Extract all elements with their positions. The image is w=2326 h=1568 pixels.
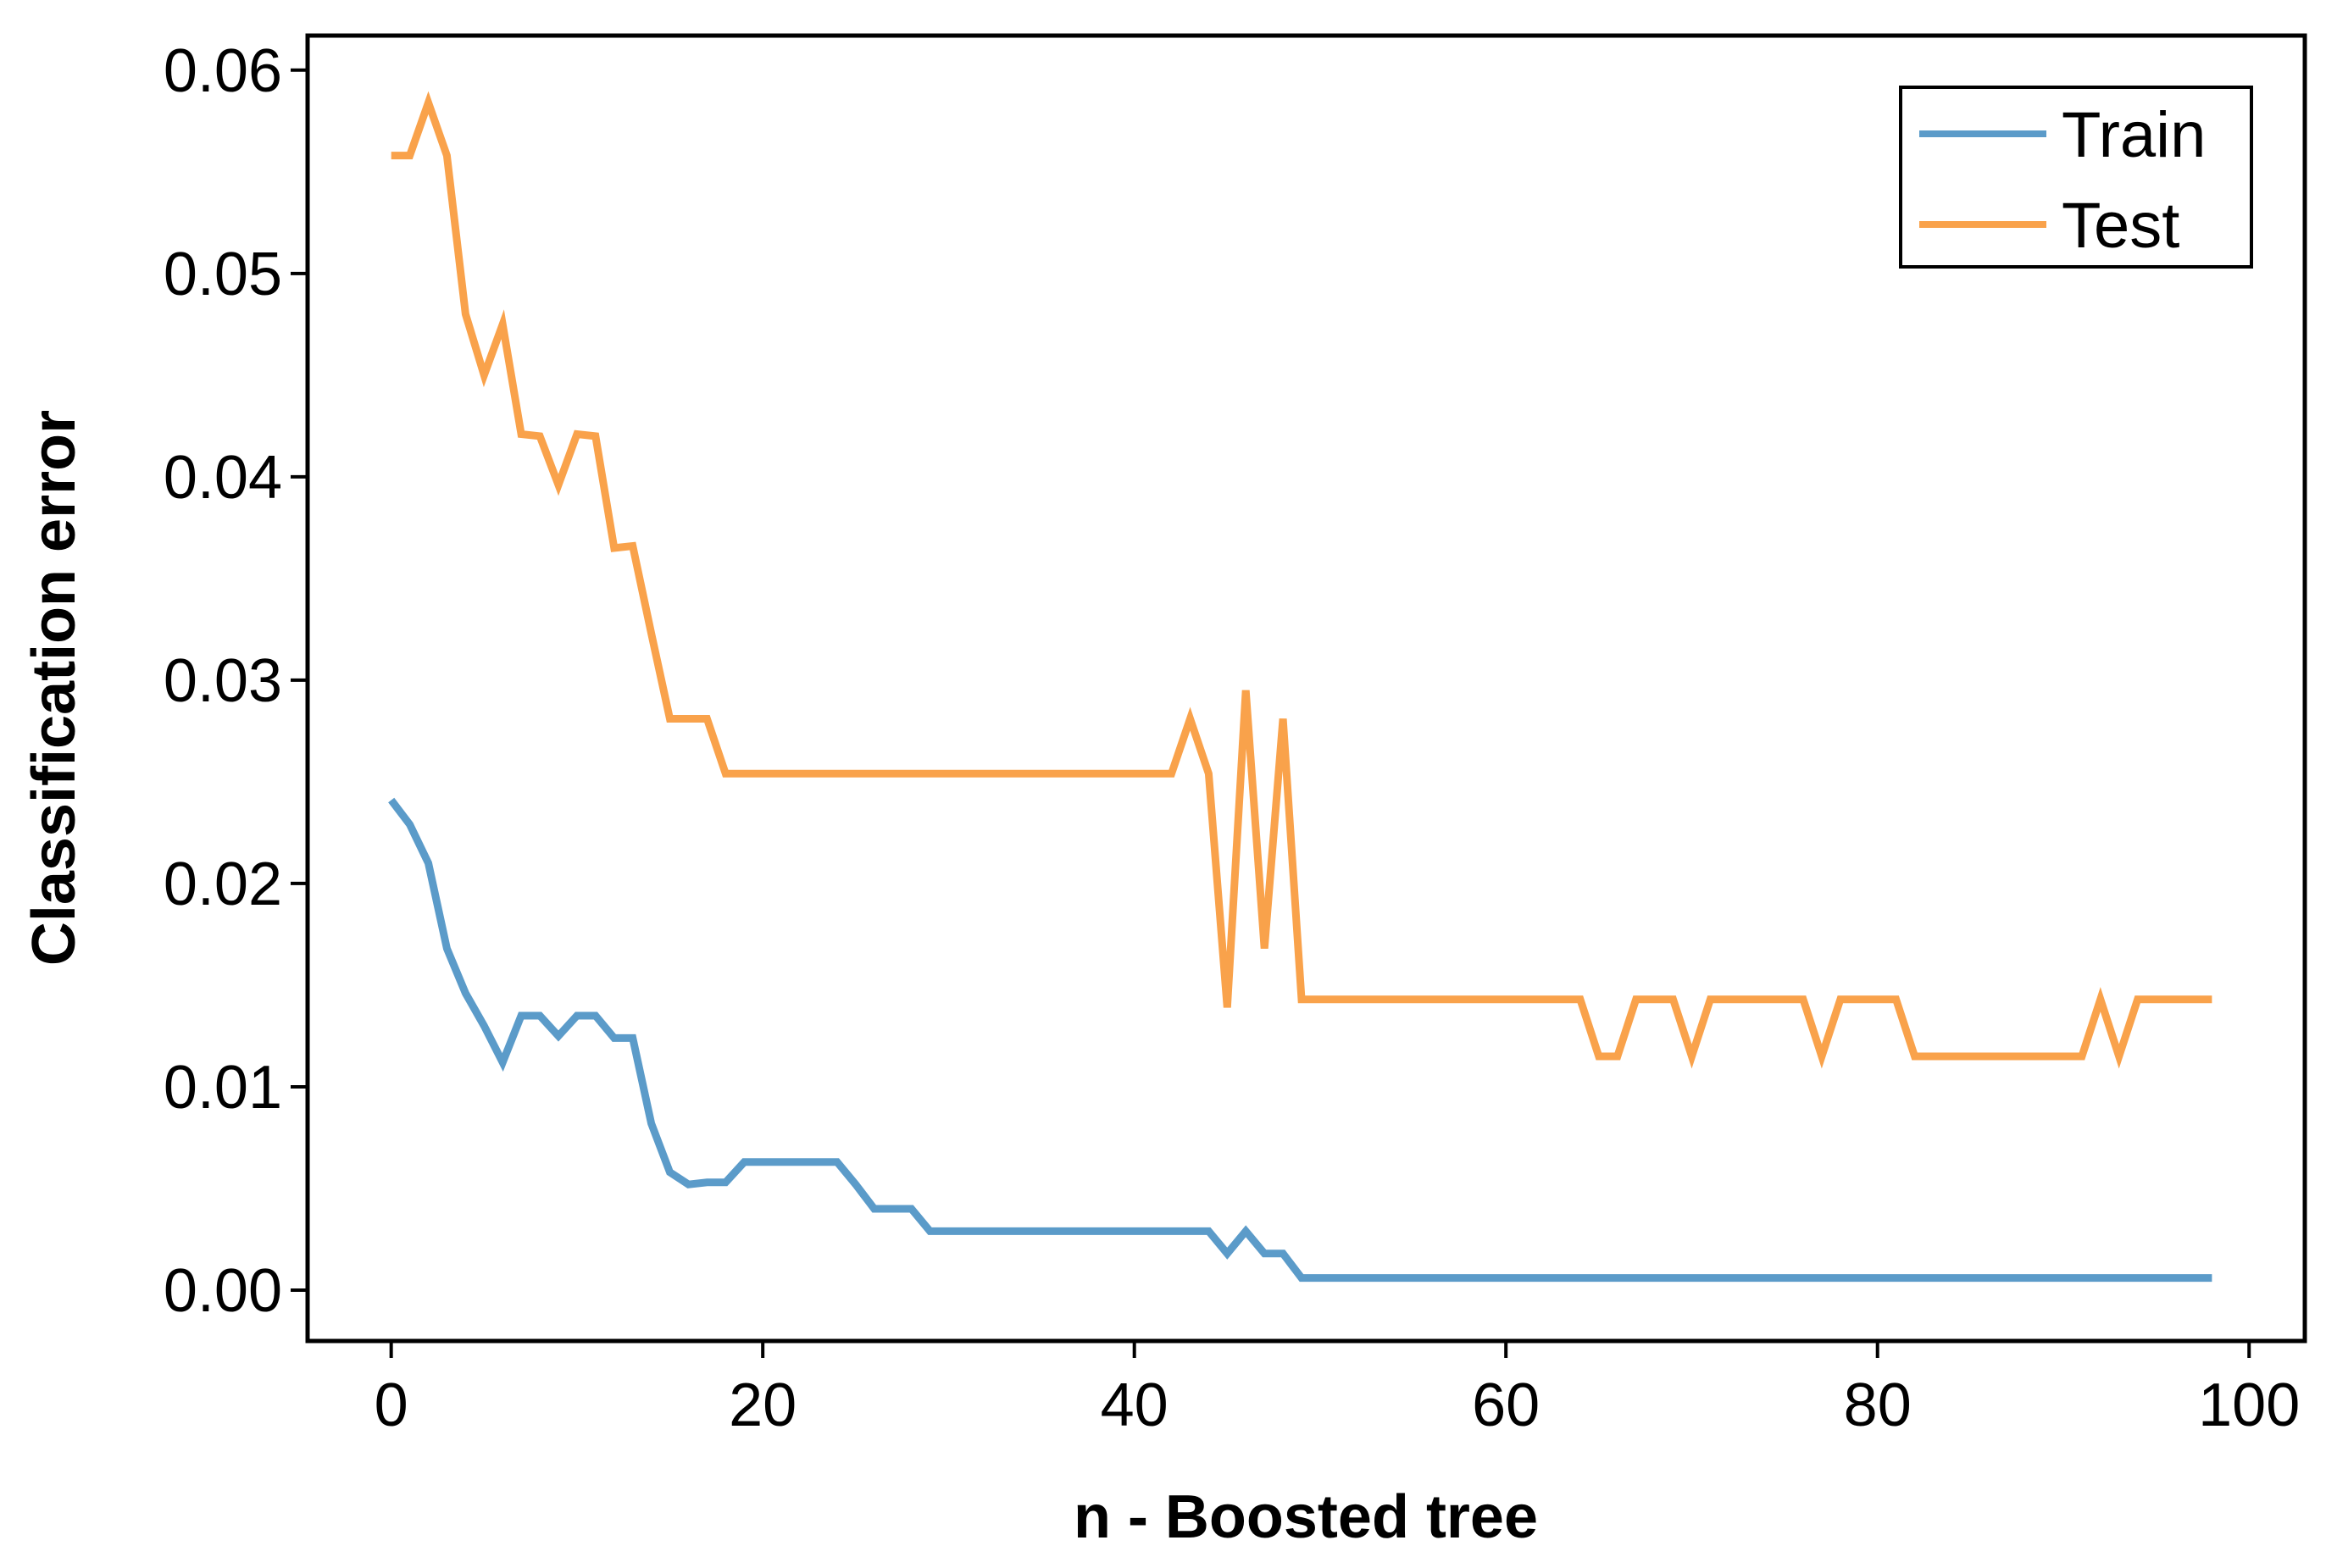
x-tick-label-80: 80: [1844, 1371, 1912, 1439]
x-tick-label-60: 60: [1472, 1371, 1540, 1439]
x-tick-label-40: 40: [1101, 1371, 1169, 1439]
x-tick-label-0: 0: [375, 1371, 408, 1439]
plot-frame: [305, 33, 2307, 1344]
series-line-train: [388, 797, 2212, 1283]
legend-box: [1899, 86, 2253, 269]
legend-label-train: Train: [2062, 99, 2206, 171]
y-tick-label-0-03: 0.03: [164, 647, 282, 715]
y-tick-label-0-00: 0.00: [164, 1257, 282, 1325]
y-axis-title: Classification error: [20, 410, 88, 966]
legend-label-test: Test: [2062, 190, 2179, 262]
y-tick-label-0-06: 0.06: [164, 37, 282, 105]
series-layer: [388, 91, 2212, 1283]
y-tick-label-0-05: 0.05: [164, 241, 282, 308]
x-axis-title: n - Boosted tree: [1074, 1483, 1538, 1551]
y-tick-label-0-01: 0.01: [164, 1054, 282, 1122]
y-axis: 0.00 0.01 0.02 0.03 0.04 0.05 0.06: [164, 37, 308, 1325]
y-tick-label-0-02: 0.02: [164, 850, 282, 918]
y-tick-label-0-04: 0.04: [164, 444, 282, 512]
series-line-test: [391, 91, 2212, 1069]
legend: Train Test: [1899, 86, 2253, 269]
x-axis: 0 20 40 60 80 100: [375, 1341, 2300, 1439]
x-tick-label-20: 20: [729, 1371, 797, 1439]
x-tick-label-100: 100: [2198, 1371, 2300, 1439]
